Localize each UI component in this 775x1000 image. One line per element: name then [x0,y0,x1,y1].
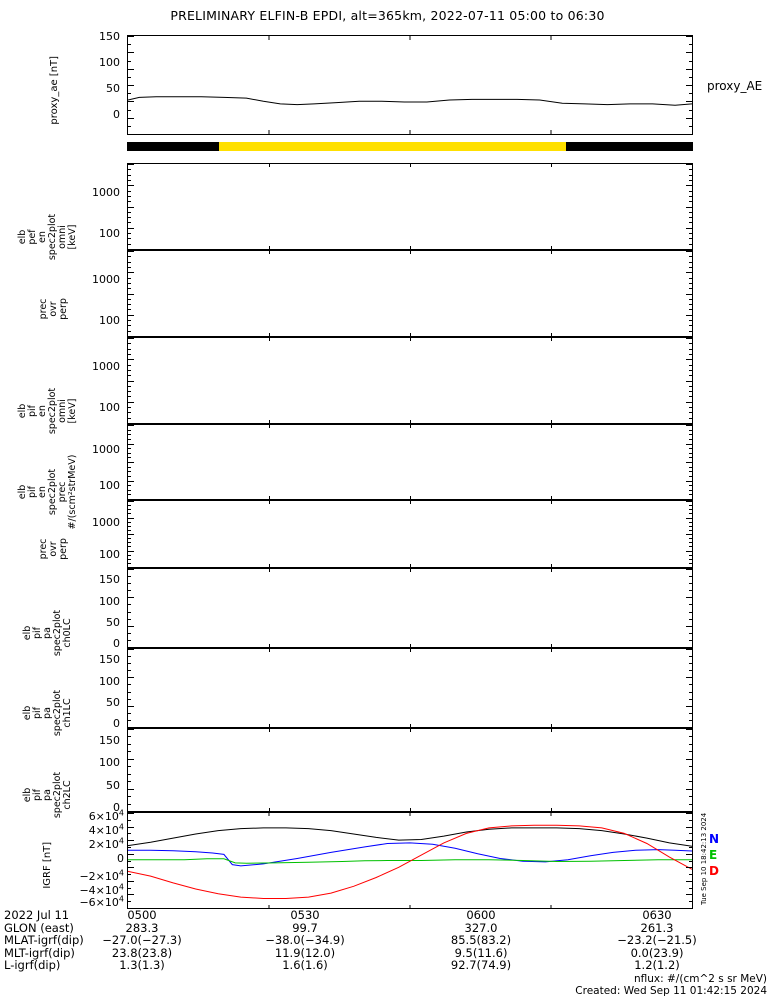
footer-cell: 0600 [466,908,496,922]
side-timestamp: Tue Sep 10 18:42:13 2024 [700,812,708,905]
ylabel-line: proxy_ae [48,79,60,125]
footer-cell: 1.6(1.6) [282,958,328,973]
footer-cell: 9.5(11.6) [454,945,508,960]
footer-cell: −27.0(−27.3) [102,933,182,948]
footer-cell: 0630 [642,908,672,922]
panel-ticks [128,649,692,727]
ylabel-line: ch2LC [62,780,73,810]
ytick-igrf-m6: −6×104 [79,894,124,909]
ylabel-line: #/(scm²strMeV) [67,454,78,530]
panel-ticks [128,164,692,249]
panel-pa_ch1LC [127,648,693,728]
footer-cell: 92.7(74.9) [450,958,512,973]
legend-item-e: E [709,848,718,862]
footer-row-label: MLT-igrf(dip) [4,945,75,960]
footer-cell: 85.5(83.2) [450,933,512,948]
ytick-pif_en_omni-100: 100 [99,400,120,414]
panel-pef_en_prec_ovr_perp [127,250,693,337]
footer-cell: 0530 [290,908,320,922]
ytick-igrf-m2: −2×104 [79,868,124,883]
panel-ticks [128,251,692,336]
footer-cell: 327.0 [464,920,498,935]
footer-cell: 0.0(23.9) [630,945,684,960]
panel-ticks [128,425,692,499]
ytick-igrf-p4: 4×104 [88,822,124,837]
ylabel-proxy-ae: proxy_ae [nT] [48,30,61,150]
page-title: PRELIMINARY ELFIN-B EPDI, alt=365km, 202… [170,8,605,23]
footer-cell: 0500 [127,908,157,922]
ylabel-line: [keV] [67,224,78,249]
ytick-pa_ch0LC-150: 150 [99,573,120,587]
science-mode-bar [127,142,693,151]
panel-ticks [128,501,692,567]
ytick-pa_ch0LC-100: 100 [99,594,120,608]
legend-item-d: D [709,864,719,878]
nflux-note: nflux: #/(cm^2 s sr MeV) [634,973,767,985]
footer-row-label: MLAT-igrf(dip) [4,933,84,948]
ytick-igrf-0: 0 [117,852,124,865]
panel-pif_en_omni [127,337,693,424]
panel-pa_ch2LC [127,728,693,812]
ylabel-line: IGRF [41,865,53,889]
panel-pif_en_prec [127,424,693,500]
panel-pef_en_omni [127,163,693,250]
ytick-igrf-p2: 2×104 [88,836,124,851]
ylabel-line: [nT] [48,55,60,77]
ytick-pef_en_omni-100: 100 [99,226,120,240]
ytick-pif_en_prec-1000: 1000 [92,443,120,457]
panel-ticks [128,338,692,423]
ytick-pa_ch2LC-50: 50 [106,778,120,792]
ytick-pa_ch2LC-0: 0 [113,800,120,814]
ytick-pef_en_omni-1000: 1000 [92,185,120,199]
ylabel-pa_ch2LC: elb pif pa spec2plot ch2LC [22,735,73,855]
footer-cell: 283.3 [125,920,159,935]
ytick-pif_en_omni-1000: 1000 [92,359,120,373]
footer-cell: 99.7 [292,920,318,935]
footer-row-label: GLON (east) [4,920,74,935]
panel-proxy-ae [127,35,693,135]
ytick-proxy-150: 150 [99,30,120,43]
footer-row-label: L-igrf(dip) [4,958,61,973]
ytick-pa_ch0LC-50: 50 [106,615,120,629]
ytick-pa_ch1LC-150: 150 [99,653,120,667]
footer-cell: 1.2(1.2) [634,958,680,973]
legend-item-n: N [709,832,720,846]
ytick-proxy-100: 100 [99,56,120,69]
panel-igrf [127,812,693,909]
ytick-pa_ch1LC-100: 100 [99,674,120,688]
footer-cell: −38.0(−34.9) [265,933,345,948]
ytick-proxy-50: 50 [106,82,120,95]
science-mode-on-segment [219,142,567,151]
ytick-igrf-m4: −4×104 [79,882,124,897]
footer-cell: 23.8(23.8) [111,945,173,960]
ytick-pef_en_prec_ovr_perp-100: 100 [99,313,120,327]
ytick-pa_ch1LC-0: 0 [113,717,120,731]
panel-pa_ch0LC [127,568,693,648]
panel-ticks [128,569,692,647]
panel-ticks [128,729,692,811]
ytick-pa_ch0LC-0: 0 [113,637,120,651]
ytick-pif_en_prec_ovr_perp-100: 100 [99,548,120,562]
footer-cell: 1.3(1.3) [119,958,165,973]
ytick-pa_ch1LC-50: 50 [106,695,120,709]
ytick-pa_ch2LC-150: 150 [99,733,120,747]
ytick-pif_en_prec-100: 100 [99,478,120,492]
footer-row-label: 2022 Jul 11 [4,908,70,922]
ytick-proxy-0: 0 [113,108,120,121]
ytick-pef_en_prec_ovr_perp-1000: 1000 [92,272,120,286]
footer-cell: 261.3 [640,920,674,935]
ytick-pif_en_prec_ovr_perp-1000: 1000 [92,516,120,530]
proxy-ae-curve [128,36,692,134]
ytick-pa_ch2LC-100: 100 [99,756,120,770]
panel-pif_en_prec_ovr_perp [127,500,693,568]
footer-cell: −23.2(−21.5) [617,933,697,948]
proxy-ae-right-label: proxy_AE [707,79,763,93]
ytick-igrf-p6: 6×104 [88,808,124,823]
igrf-curves [128,813,692,908]
footer-cell: 11.9(12.0) [274,945,336,960]
created-note: Created: Wed Sep 11 01:42:15 2024 [575,985,767,997]
